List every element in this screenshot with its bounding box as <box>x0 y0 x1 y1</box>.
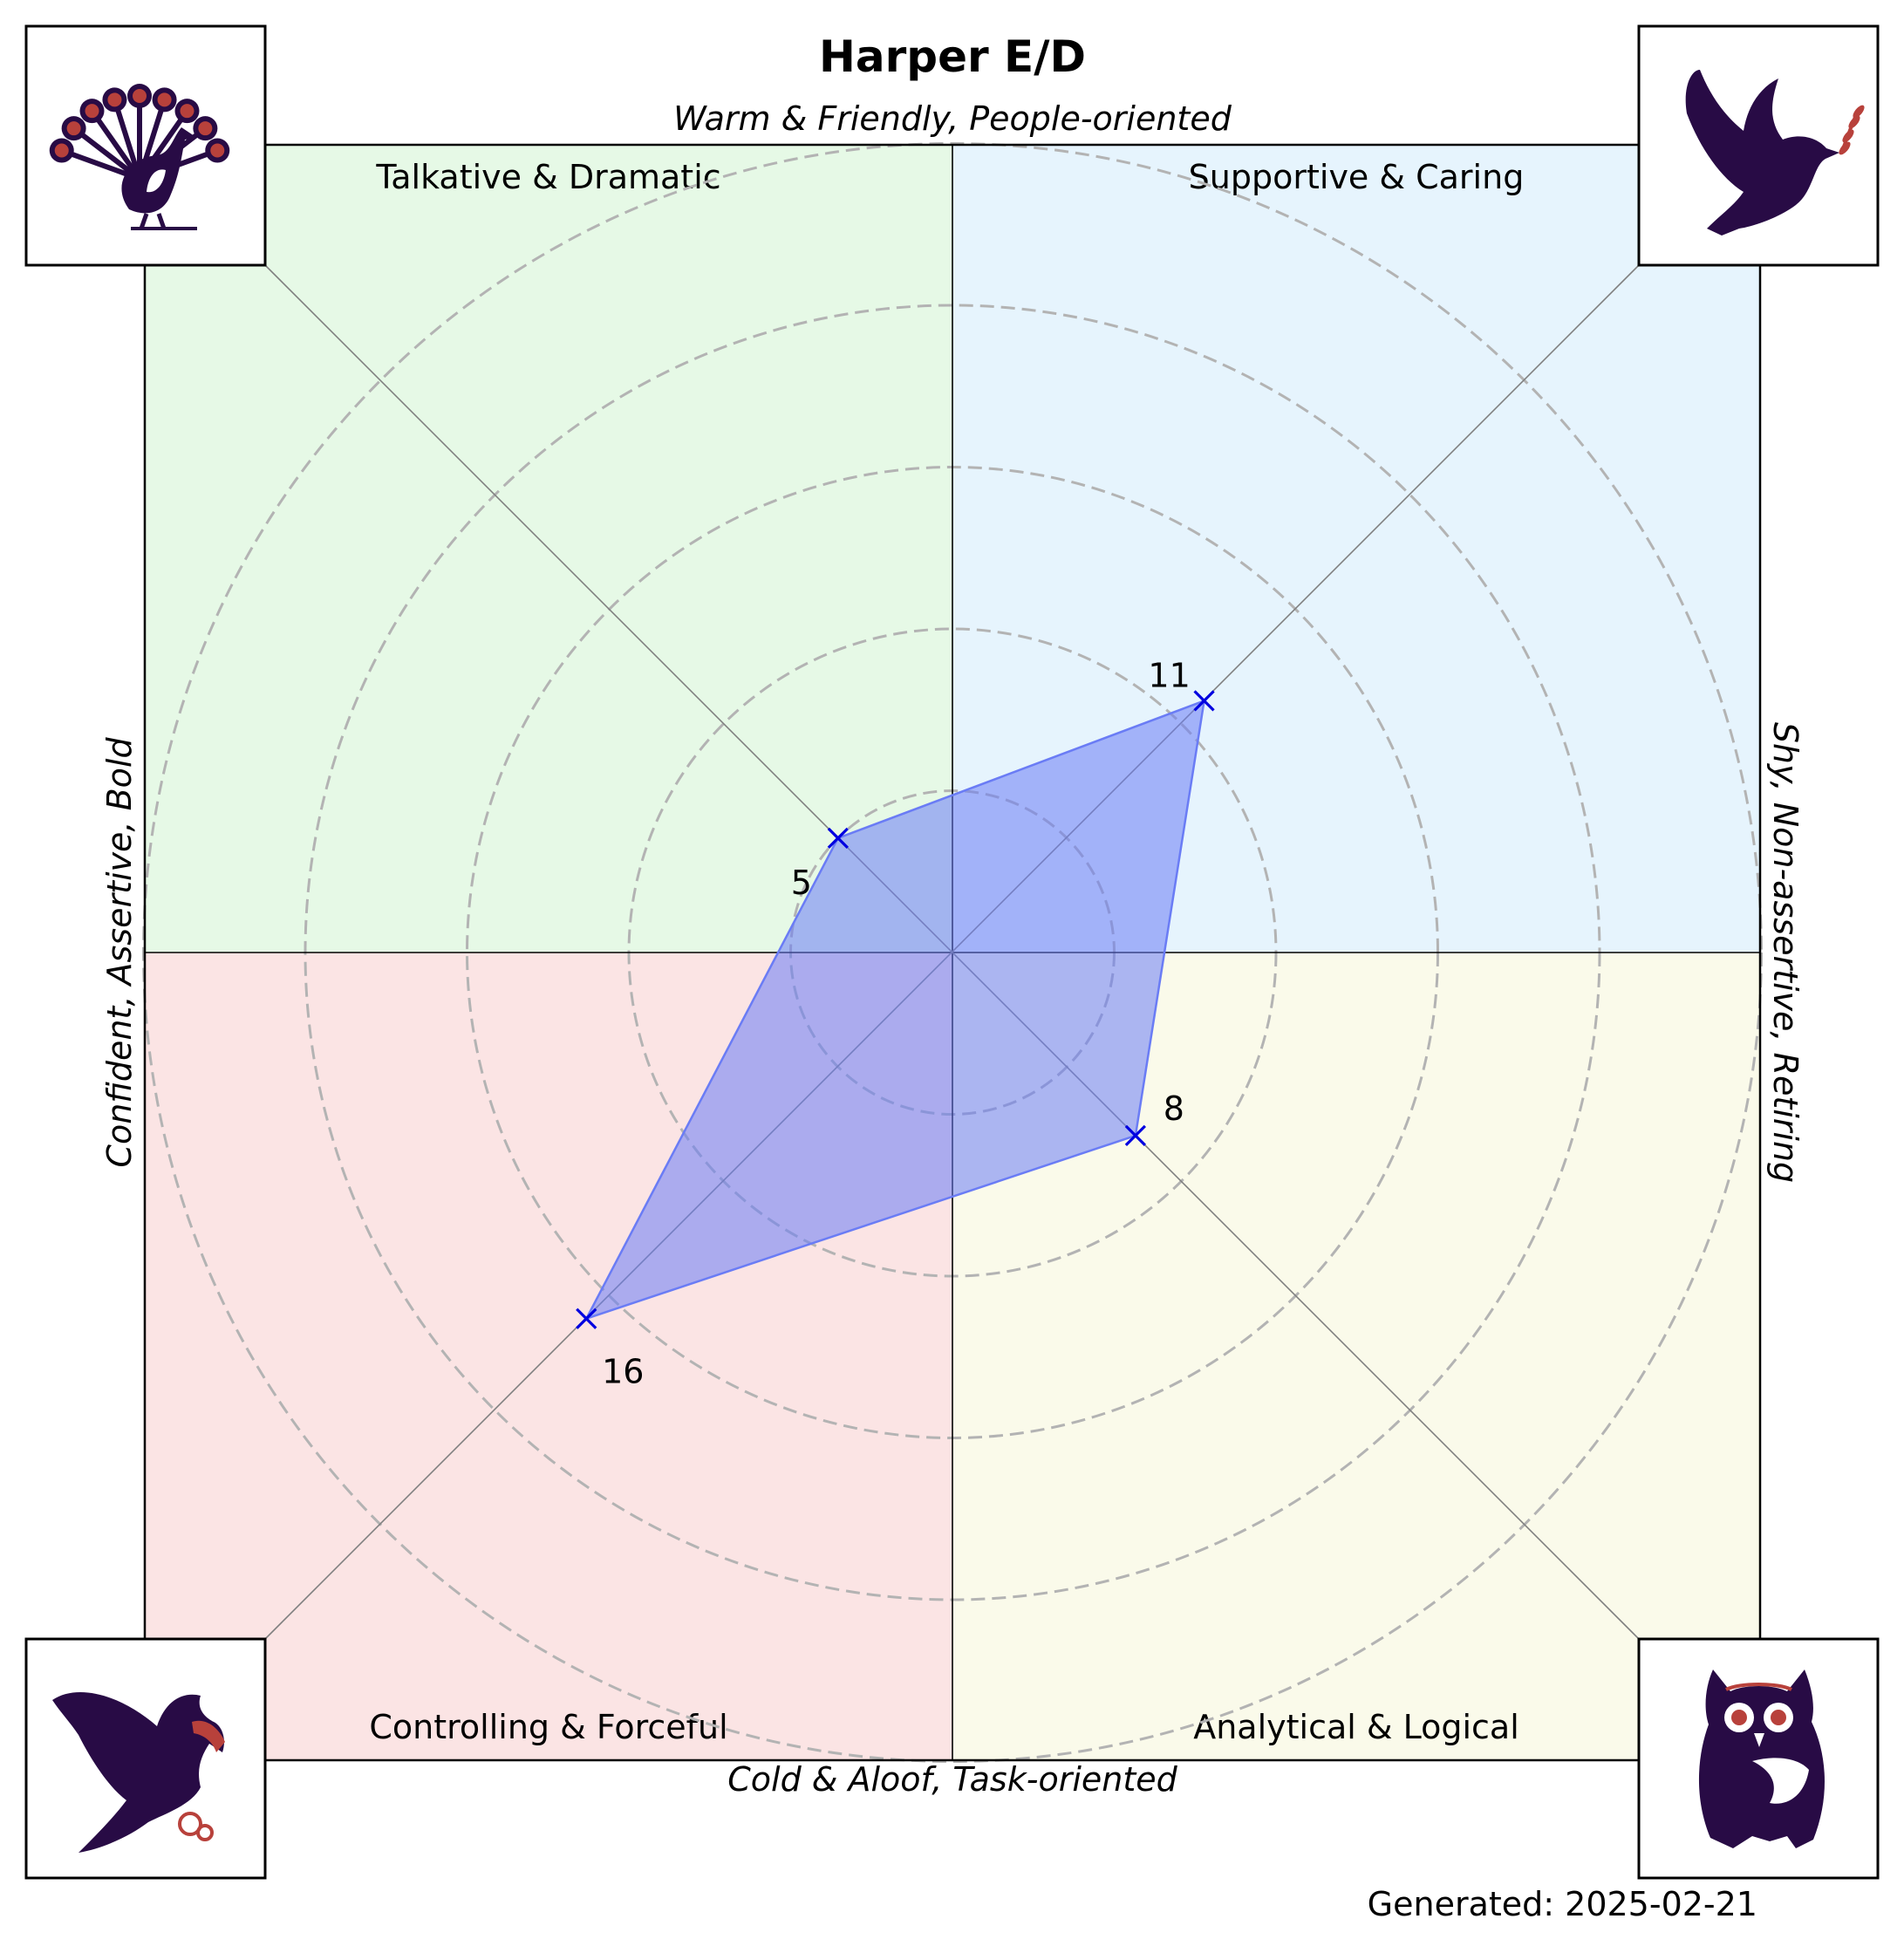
peacock-icon <box>24 24 267 267</box>
generated-date: Generated: 2025-02-21 <box>1368 1885 1757 1923</box>
axis-label-top: Warm & Friendly, People-oriented <box>673 99 1232 138</box>
icon-layer <box>24 24 1880 1880</box>
data-point-top-left <box>827 827 849 849</box>
chart-title: Harper E/D <box>819 31 1086 82</box>
axis-label-left: Confident, Assertive, Bold <box>100 737 139 1168</box>
chart-frame <box>143 143 1762 1762</box>
eagle-icon <box>24 1637 267 1880</box>
data-label-top-right: 11 <box>1148 656 1190 694</box>
data-point-bottom-left <box>576 1308 597 1329</box>
axis-label-right: Shy, Non-assertive, Retiring <box>1766 722 1805 1183</box>
quadrant-label-bottom-left: Controlling & Forceful <box>369 1708 727 1746</box>
data-label-top-left: 5 <box>791 864 812 902</box>
axis-label-bottom: Cold & Aloof, Task-oriented <box>727 1760 1177 1799</box>
data-point-bottom-right <box>1124 1124 1147 1147</box>
polygon-layer: 5 11 8 16 <box>576 656 1215 1391</box>
quadrant-label-bottom-right: Analytical & Logical <box>1193 1708 1519 1746</box>
owl-icon <box>1637 1637 1880 1880</box>
data-point-top-right <box>1193 690 1215 712</box>
data-label-bottom-left: 16 <box>602 1353 644 1391</box>
quadrant-label-top-left: Talkative & Dramatic <box>375 158 720 196</box>
dove-icon <box>1637 24 1880 267</box>
data-label-bottom-right: 8 <box>1164 1089 1184 1128</box>
ring-25 <box>142 142 1763 1763</box>
quadrant-label-top-right: Supportive & Caring <box>1189 158 1525 196</box>
